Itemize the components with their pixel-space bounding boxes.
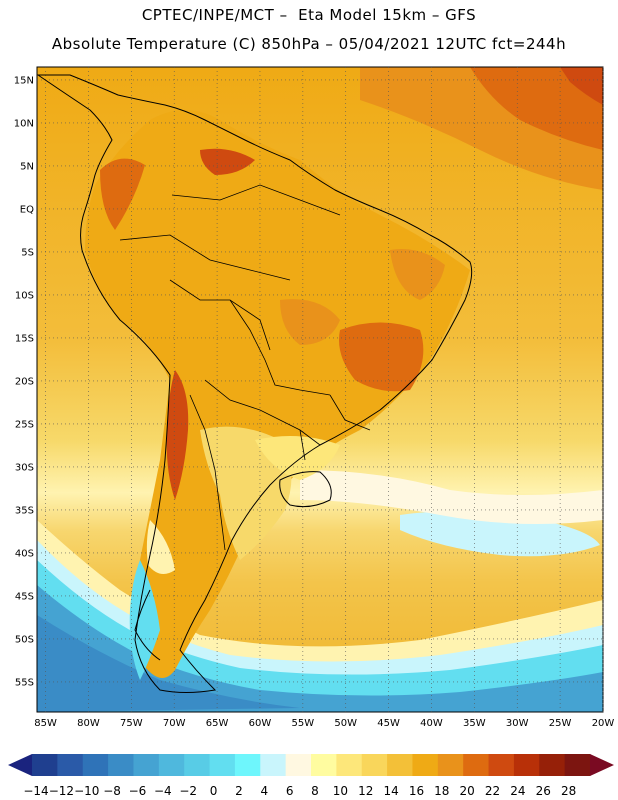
- latitude-label: 50S: [15, 634, 34, 645]
- latitude-label: EQ: [20, 204, 34, 215]
- colorbar-label: 20: [460, 784, 475, 798]
- latitude-label: 5S: [21, 247, 34, 258]
- colorbar-swatches: [32, 754, 591, 776]
- colorbar-label: 26: [536, 784, 551, 798]
- colorbar-swatch: [158, 754, 185, 776]
- latitude-label: 55S: [15, 677, 34, 688]
- longitude-label: 30W: [506, 718, 529, 729]
- colorbar-label: 4: [260, 784, 268, 798]
- longitude-label: 35W: [463, 718, 486, 729]
- country-borders: [119, 184, 371, 551]
- colorbar-swatch: [82, 754, 109, 776]
- colorbar-label: 24: [510, 784, 525, 798]
- latitude-label: 25S: [15, 419, 34, 430]
- latitude-label: 15S: [15, 333, 34, 344]
- longitude-label: 65W: [206, 718, 229, 729]
- colorbar-label: 14: [383, 784, 398, 798]
- latitude-label: 10N: [14, 118, 34, 129]
- colorbar-swatch: [336, 754, 363, 776]
- colorbar-swatch: [437, 754, 464, 776]
- map-title-line2: Absolute Temperature (C) 850hPa – 05/04/…: [51, 35, 567, 53]
- colorbar-swatch: [32, 754, 58, 776]
- colorbar-label: 16: [409, 784, 424, 798]
- latitude-label: 40S: [15, 548, 34, 559]
- colorbar-right-arrow: [590, 754, 614, 776]
- colorbar-swatch: [463, 754, 490, 776]
- latitude-label: 45S: [15, 591, 34, 602]
- colorbar-label: 28: [561, 784, 576, 798]
- temperature-field: [37, 67, 603, 712]
- colorbar-swatch: [260, 754, 287, 776]
- colorbar-label: −2: [179, 784, 197, 798]
- colorbar-label: −6: [129, 784, 147, 798]
- coastlines: [36, 74, 473, 693]
- colorbar-label: −8: [103, 784, 121, 798]
- longitude-label: 25W: [549, 718, 572, 729]
- longitude-label: 85W: [34, 718, 57, 729]
- longitude-label: 70W: [163, 718, 186, 729]
- colorbar-swatch: [133, 754, 160, 776]
- colorbar-label: −4: [154, 784, 172, 798]
- temperature-colorbar: −14 −12 −10 −8 −6 −4 −2 0 2 4 6 8 10 12 14 16 18 20 22 24 26…: [8, 754, 614, 798]
- colorbar-swatch: [488, 754, 515, 776]
- colorbar-swatch: [285, 754, 312, 776]
- longitude-label: 20W: [592, 718, 615, 729]
- longitude-label: 80W: [77, 718, 100, 729]
- colorbar-swatch: [412, 754, 439, 776]
- colorbar-label: −10: [74, 784, 99, 798]
- latitude-labels: 15N 10N 5N EQ 5S 10S 15S 20S 25S 30S 35S 40S 45S 50S 5…: [14, 75, 34, 688]
- colorbar-swatch: [57, 754, 84, 776]
- colorbar-labels: −14 −12 −10 −8 −6 −4 −2 0 2 4 6 8 10 12 14 16 18 20 22 24 26…: [23, 784, 576, 798]
- longitude-label: 55W: [292, 718, 315, 729]
- latitude-label: 10S: [15, 290, 34, 301]
- colorbar-swatch: [564, 754, 591, 776]
- longitude-label: 60W: [249, 718, 272, 729]
- colorbar-label: 10: [333, 784, 348, 798]
- colorbar-swatch: [184, 754, 211, 776]
- colorbar-label: −14: [23, 784, 48, 798]
- colorbar-swatch: [387, 754, 413, 776]
- map-title-line1: CPTEC/INPE/MCT – Eta Model 15km – GFS: [141, 6, 477, 24]
- longitude-label: 50W: [334, 718, 357, 729]
- latitude-label: 5N: [20, 161, 34, 172]
- colorbar-label: 6: [286, 784, 294, 798]
- colorbar-swatch: [539, 754, 566, 776]
- colorbar-swatch: [209, 754, 236, 776]
- colorbar-label: 18: [434, 784, 449, 798]
- colorbar-label: 12: [358, 784, 373, 798]
- colorbar-label: 2: [235, 784, 243, 798]
- latitude-label: 35S: [15, 505, 34, 516]
- colorbar-swatch: [361, 754, 388, 776]
- colorbar-label: 22: [485, 784, 500, 798]
- map-frame: [36, 66, 604, 713]
- colorbar-swatch: [311, 754, 337, 776]
- colorbar-label: 8: [311, 784, 319, 798]
- latitude-label: 20S: [15, 376, 34, 387]
- longitude-label: 75W: [120, 718, 143, 729]
- colorbar-label: 0: [210, 784, 218, 798]
- colorbar-left-arrow: [8, 754, 32, 776]
- latitude-label: 30S: [15, 462, 34, 473]
- colorbar-swatch: [234, 754, 261, 776]
- colorbar-label: −12: [49, 784, 74, 798]
- longitude-labels: 85W 80W 75W 70W 65W 60W 55W 50W 45W 40W 35W 30W 25W 2…: [34, 718, 614, 729]
- latitude-label: 15N: [14, 75, 34, 86]
- colorbar-swatch: [108, 754, 134, 776]
- longitude-label: 45W: [377, 718, 400, 729]
- longitude-label: 40W: [420, 718, 443, 729]
- colorbar-swatch: [513, 754, 540, 776]
